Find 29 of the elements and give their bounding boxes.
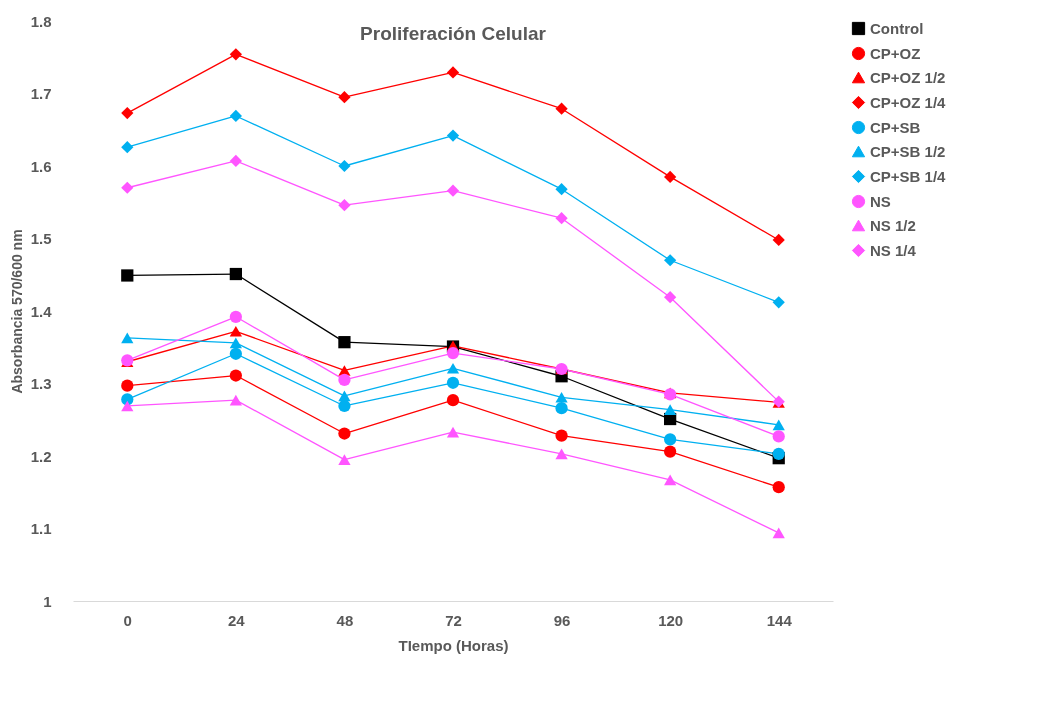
x-axis-title: TIempo (Horas) (398, 636, 509, 654)
y-tick-label: 1 (43, 592, 52, 610)
y-tick-label: 1.8 (30, 12, 52, 30)
legend-label: CP+SB 1/4 (870, 167, 947, 185)
x-tick-label: 48 (336, 611, 354, 629)
y-tick-label: 1.1 (30, 520, 52, 537)
x-tick-label: 24 (228, 611, 246, 629)
legend-label: Control (870, 19, 924, 37)
legend-label: CP+OZ (870, 44, 921, 62)
y-tick-label: 1.2 (30, 447, 52, 465)
x-tick-label: 0 (123, 611, 132, 629)
y-axis-title: Absorbancia 570/600 nm (8, 229, 25, 394)
legend-label: CP+SB (870, 118, 921, 136)
y-tick-label: 1.3 (30, 375, 52, 392)
legend-label: CP+OZ 1/2 (870, 68, 946, 86)
legend-label: NS 1/2 (870, 216, 916, 234)
y-tick-label: 1.4 (30, 302, 53, 320)
x-tick-label: 96 (553, 611, 571, 629)
legend-label: CP+SB 1/2 (870, 142, 946, 160)
y-tick-label: 1.5 (30, 230, 52, 247)
legend-label: NS (870, 192, 891, 210)
x-tick-label: 120 (658, 611, 684, 629)
x-tick-label: 72 (445, 611, 462, 629)
y-tick-label: 1.6 (30, 157, 52, 175)
y-tick-label: 1.7 (30, 85, 52, 102)
legend-label: CP+OZ 1/4 (870, 93, 947, 111)
chart-title: Proliferación Celular (360, 23, 547, 44)
x-tick-label: 144 (766, 611, 793, 629)
legend-label: NS 1/4 (870, 241, 917, 259)
